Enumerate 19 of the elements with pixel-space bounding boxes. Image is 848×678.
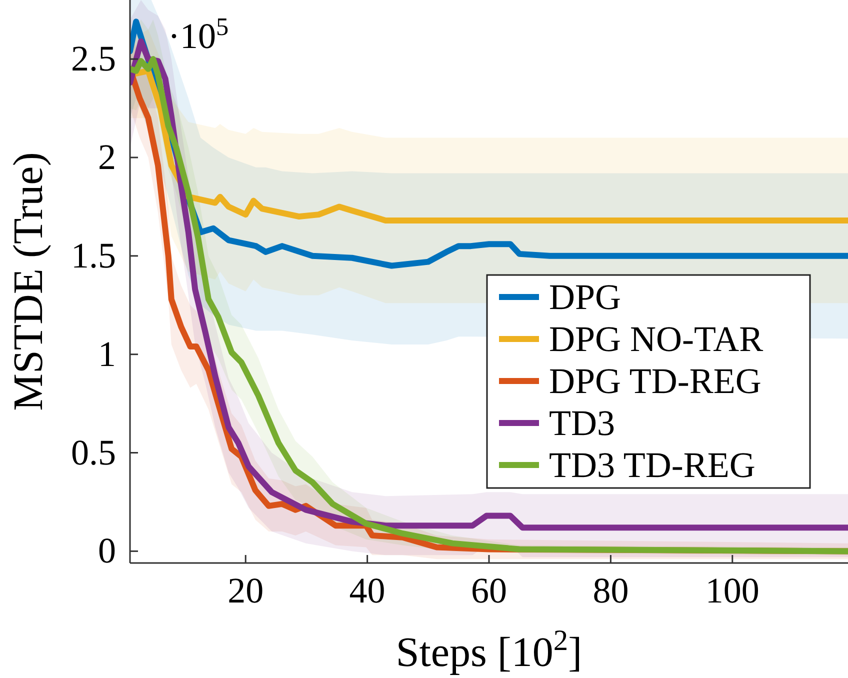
y-tick-label: 0 <box>98 530 116 571</box>
x-tick-label: 20 <box>228 570 264 611</box>
legend-label: TD3 <box>549 403 615 443</box>
y-tick-label: 1.5 <box>71 235 116 276</box>
annotation: ·10$^{5}$ <box>168 14 229 56</box>
x-tick-label: 80 <box>592 570 629 611</box>
y-tick-label: 2.5 <box>71 38 116 79</box>
legend-label: DPG TD-REG <box>549 361 762 401</box>
y-tick-label: 1 <box>98 334 116 374</box>
y-tick-label: 0.5 <box>71 432 116 472</box>
y-tick-label: 2 <box>98 137 116 178</box>
legend-label: DPG <box>549 277 622 317</box>
legend-label: DPG NO-TAR <box>549 319 764 359</box>
legend-label: TD3 TD-REG <box>549 445 756 485</box>
x-tick-label: 40 <box>349 570 386 611</box>
x-tick-label: 100 <box>705 570 760 611</box>
x-axis-title: Steps [10$^{2}$] <box>396 625 582 676</box>
y-axis-title: MSTDE (True) <box>6 152 52 411</box>
x-tick-label: 60 <box>471 570 507 611</box>
